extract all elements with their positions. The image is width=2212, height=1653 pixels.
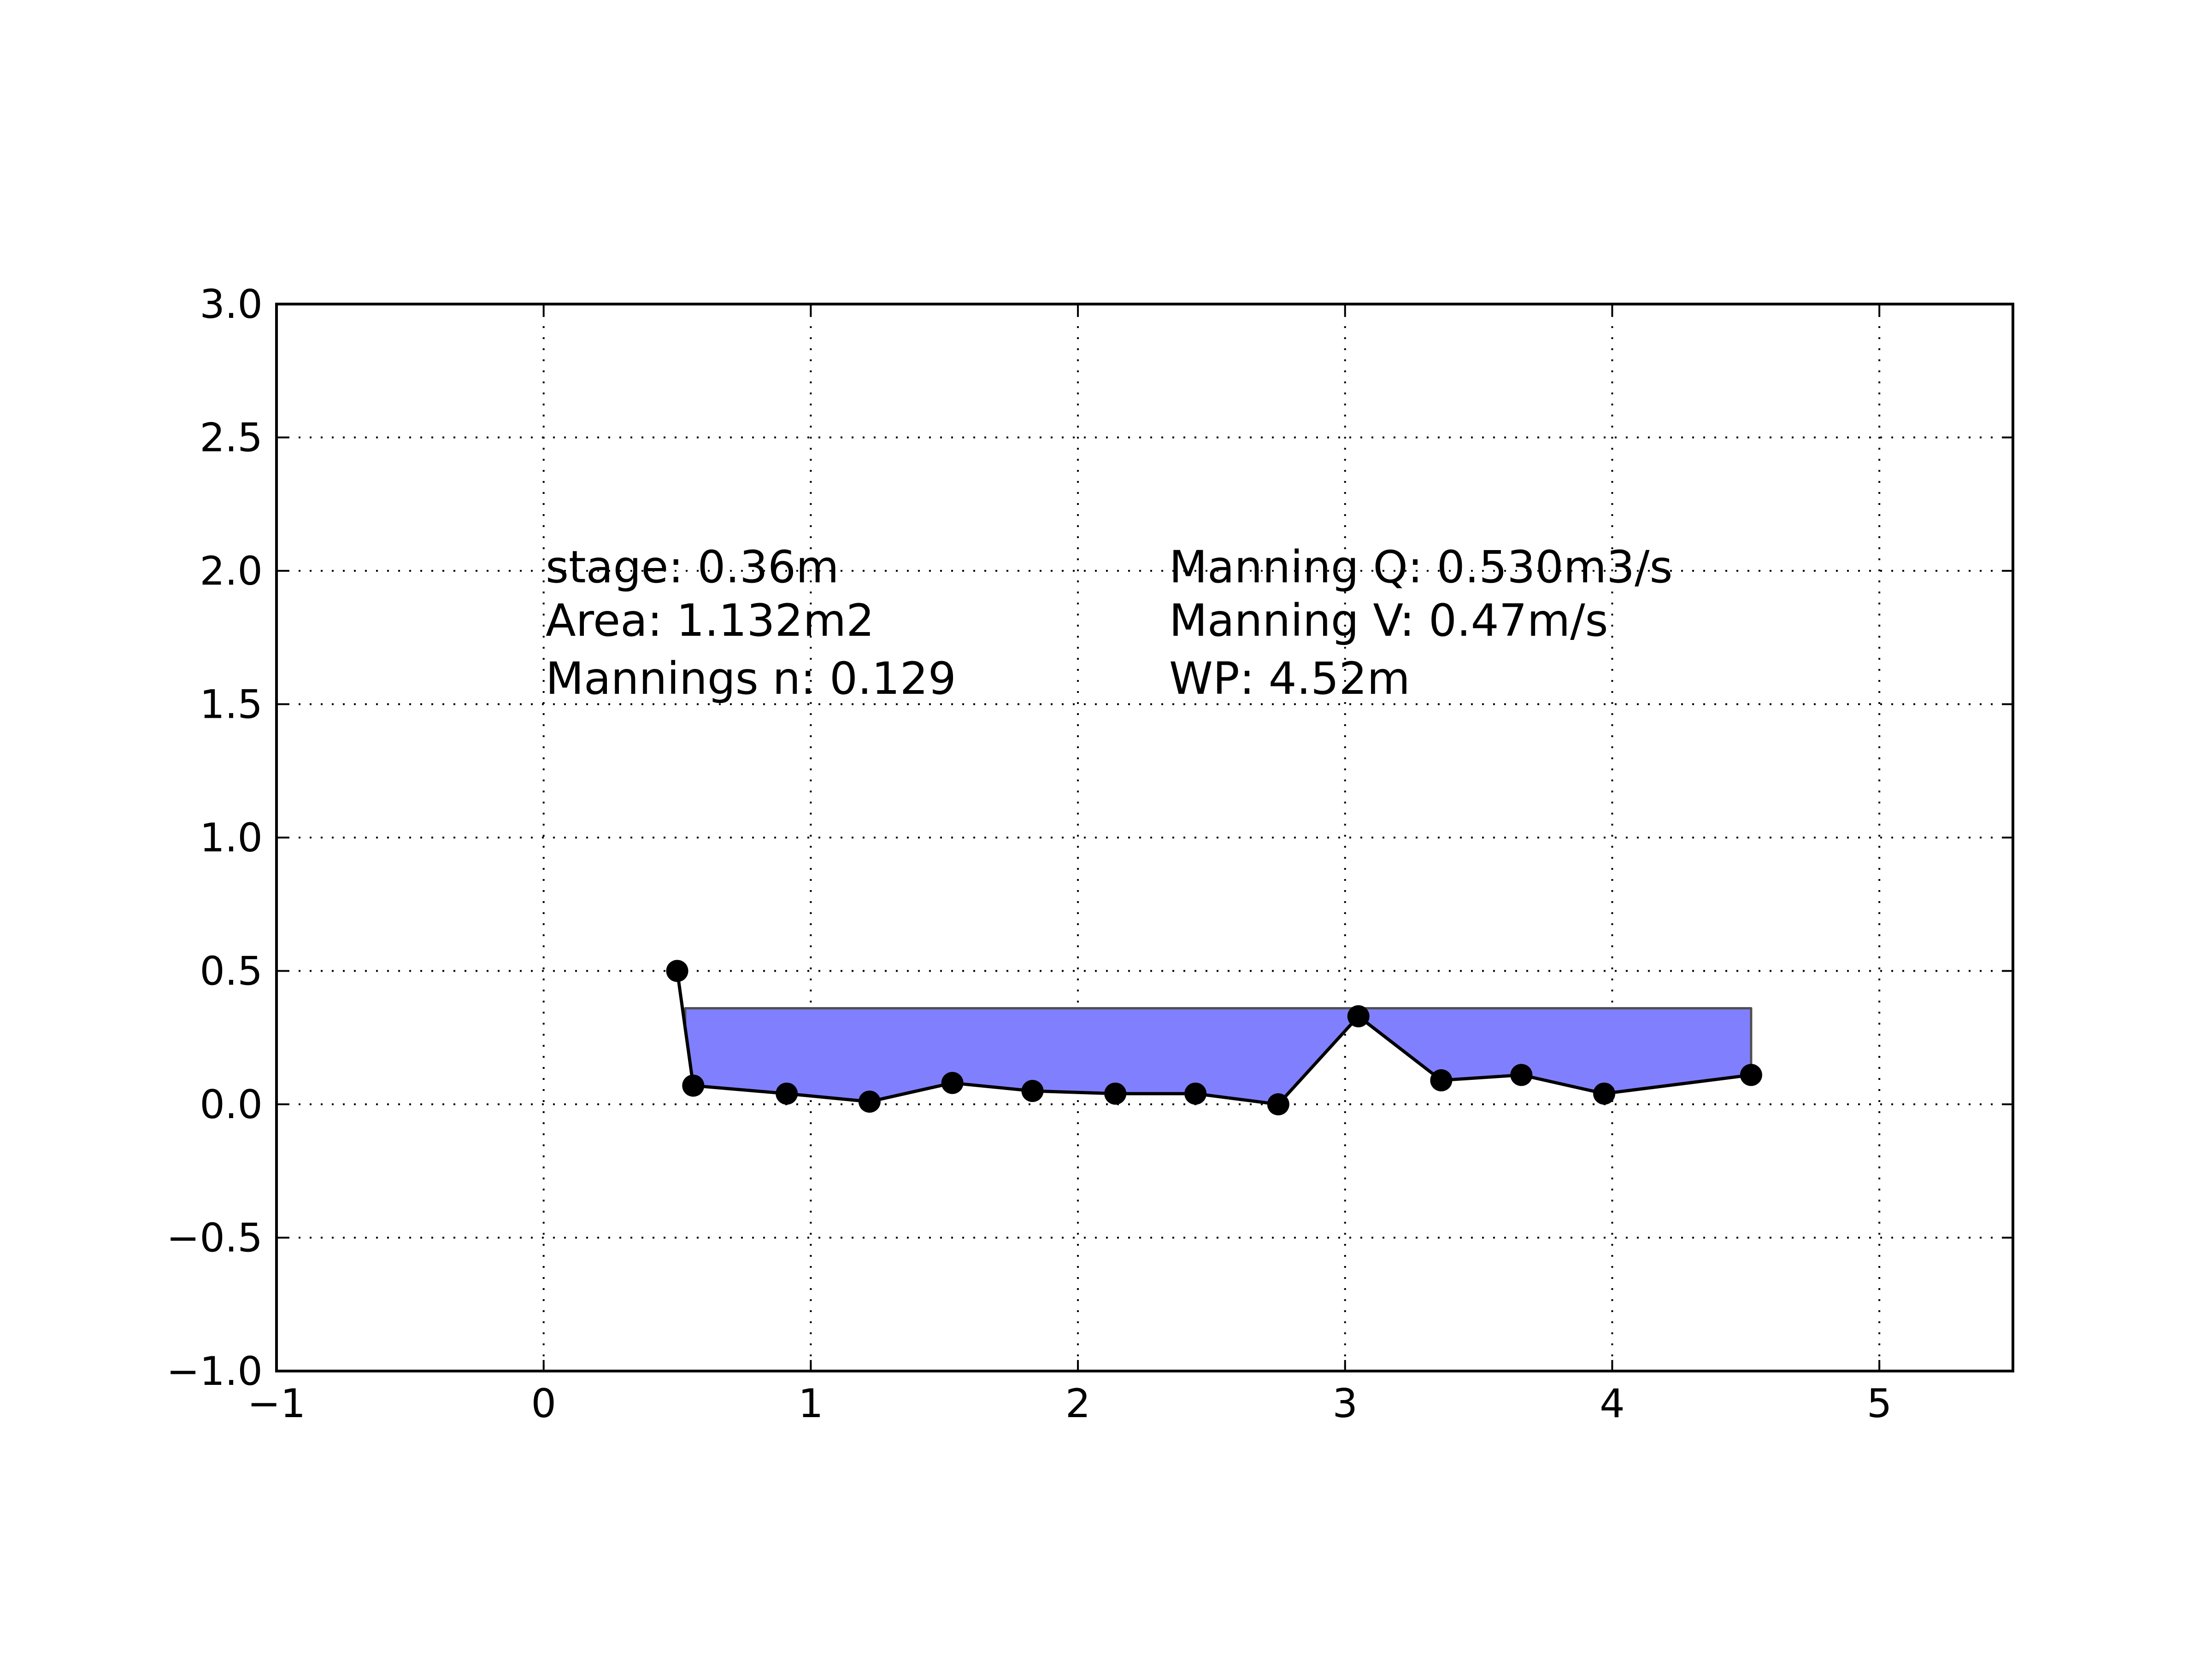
data-point [1740,1064,1762,1086]
data-point [1347,1005,1370,1027]
y-tick-label: 1.5 [200,682,263,728]
x-tick-label: 1 [798,1381,824,1427]
x-tick-label: −1 [247,1381,306,1427]
data-point [776,1082,798,1105]
data-point [682,1074,705,1097]
data-point [1430,1069,1453,1091]
x-tick-label: 3 [1332,1381,1358,1427]
mannings-n-annotation: Mannings n: 0.129 [546,653,956,704]
x-tick-label: 4 [1600,1381,1625,1427]
series [666,960,1762,1115]
y-tick-label: 3.0 [200,281,263,328]
y-tick-label: 0.5 [200,949,263,995]
data-point [941,1072,964,1094]
x-tick-label: 2 [1065,1381,1091,1427]
x-tick-label: 0 [531,1381,556,1427]
ticks: −1 0 1 2 3 4 5 −1.0 −0.5 0.0 0.5 1.0 1.5 2.0 2.5 3.0 [166,281,2013,1427]
wp-annotation: WP: 4.52m [1169,653,1410,704]
data-point [1184,1082,1207,1105]
data-point [1021,1080,1044,1102]
bed-profile-line [676,971,1752,1106]
data-point [1510,1064,1533,1086]
data-point [1104,1082,1127,1105]
y-tick-label: 0.0 [200,1082,263,1128]
y-tick-label: 2.5 [200,415,263,461]
y-tick-label: −0.5 [166,1215,263,1261]
data-point [1593,1082,1616,1105]
data-point [666,960,688,982]
area-annotation: Area: 1.132m2 [546,595,874,646]
data-point [858,1090,881,1113]
stage-annotation: stage: 0.36m [546,541,839,593]
x-tick-label: 5 [1867,1381,1892,1427]
annotations: stage: 0.36m Area: 1.132m2 Mannings n: 0… [546,541,1673,704]
y-tick-label: 2.0 [200,548,263,594]
y-tick-label: 1.0 [200,815,263,861]
y-tick-label: −1.0 [166,1348,263,1395]
manning-q-annotation: Manning Q: 0.530m3/s [1169,541,1673,593]
manning-v-annotation: Manning V: 0.47m/s [1169,595,1608,646]
data-point [1267,1093,1289,1115]
grid [276,304,2013,1371]
